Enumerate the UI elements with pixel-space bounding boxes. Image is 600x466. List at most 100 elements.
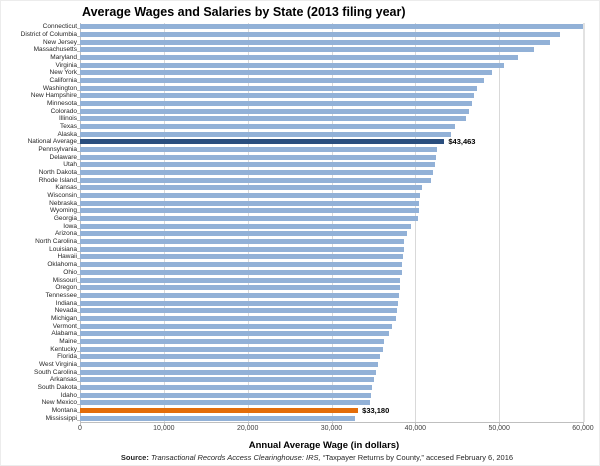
- category-tick: [77, 381, 80, 383]
- y-axis-line: [80, 23, 81, 422]
- bar-track: [80, 107, 583, 115]
- category-tick: [77, 342, 80, 344]
- bar-track: [80, 384, 583, 392]
- x-tick-label: 30,000: [320, 425, 343, 432]
- x-axis-title: Annual Average Wage (in dollars): [248, 440, 400, 451]
- bar: [80, 47, 535, 53]
- bar-track: [80, 153, 583, 161]
- bar-track: [80, 61, 583, 69]
- gridline: [499, 23, 501, 422]
- category-label: Massachusetts: [33, 46, 77, 54]
- category-tick: [77, 319, 80, 321]
- bar: [80, 32, 561, 37]
- x-tick-label: 50,000: [488, 425, 510, 432]
- bar: [80, 254, 404, 260]
- gridline: [583, 23, 585, 422]
- category-label: Michigan: [50, 314, 77, 322]
- bar-row: Nebraska: [1, 199, 583, 207]
- category-label: Vermont: [52, 322, 77, 330]
- bar-track: [80, 322, 583, 330]
- bar: [80, 216, 418, 222]
- bar-track: [80, 299, 583, 307]
- bar-track: [80, 176, 583, 184]
- category-label: Hawaii: [57, 253, 77, 261]
- bar-track: [80, 54, 583, 62]
- bar-row: Delaware: [1, 153, 583, 161]
- bar: [80, 262, 403, 268]
- category-tick: [77, 97, 80, 99]
- category-label: Utah: [63, 161, 77, 169]
- bar-track: [80, 92, 583, 100]
- bar-track: [80, 376, 583, 384]
- bar-row: District of Columbia: [1, 31, 583, 39]
- bar: [80, 147, 438, 153]
- bar: [80, 308, 397, 314]
- bar-row: Colorado: [1, 107, 583, 115]
- bar: [80, 223, 412, 229]
- category-label: Mississippi: [45, 414, 77, 422]
- bar-track: [80, 261, 583, 269]
- category-label: National Average: [27, 138, 77, 146]
- category-tick: [77, 51, 80, 53]
- bar-row: Texas: [1, 123, 583, 131]
- bar: [80, 400, 371, 406]
- bar-row: Idaho: [1, 391, 583, 399]
- category-tick: [77, 335, 80, 337]
- value-label: $43,463: [448, 137, 476, 147]
- category-label: Missouri: [52, 276, 77, 284]
- category-label: Tennessee: [45, 291, 77, 299]
- bar-row: Ohio: [1, 269, 583, 277]
- bar-row: New Hampshire: [1, 92, 583, 100]
- bar-track: [80, 146, 583, 154]
- bar-track: [80, 315, 583, 323]
- category-label: Kansas: [55, 184, 77, 192]
- bar: [80, 377, 375, 383]
- gridline: [415, 23, 417, 422]
- x-axis-ticks: 0 10,000 20,000 30,000 40,000 50,000 60,000: [78, 425, 594, 435]
- bar-row: South Carolina: [1, 368, 583, 376]
- category-label: Louisiana: [49, 245, 77, 253]
- bar: [80, 70, 493, 76]
- category-label: Minnesota: [47, 100, 77, 108]
- bar: [80, 139, 445, 145]
- category-tick: [77, 388, 80, 390]
- bar-track: [80, 100, 583, 108]
- bar-row: New Mexico: [1, 399, 583, 407]
- category-label: New Hampshire: [30, 92, 77, 100]
- bar-track: [80, 414, 583, 422]
- category-tick: [77, 396, 80, 398]
- bar-track: [80, 31, 583, 39]
- category-label: Maryland: [50, 54, 77, 62]
- bar: [80, 93, 474, 99]
- bar-row: Montana $33,180: [1, 406, 583, 415]
- bar-track: [80, 330, 583, 338]
- bar-track: $43,463: [80, 137, 583, 147]
- x-tick-mark: [163, 422, 165, 425]
- category-tick: [77, 296, 80, 298]
- category-tick: [77, 174, 80, 176]
- category-tick: [77, 358, 80, 360]
- category-tick: [77, 289, 80, 291]
- category-tick: [77, 419, 80, 421]
- bar: [80, 231, 407, 237]
- bar: [80, 162, 436, 168]
- bar-track: $33,180: [80, 406, 583, 415]
- bar-row: New York: [1, 69, 583, 77]
- bar-row: Oregon: [1, 284, 583, 292]
- bar: [80, 346, 383, 352]
- bar-track: [80, 238, 583, 246]
- bar-row: Illinois: [1, 115, 583, 123]
- category-label: New York: [49, 69, 77, 77]
- chart-title: Average Wages and Salaries by State (201…: [82, 5, 406, 19]
- bar-row: Maryland: [1, 54, 583, 62]
- bar-track: [80, 307, 583, 315]
- category-label: Georgia: [53, 215, 77, 223]
- bar-row: Arkansas: [1, 376, 583, 384]
- bar: [80, 384, 373, 390]
- bar: [80, 193, 420, 199]
- bar: [80, 108, 469, 114]
- bar: [80, 239, 405, 245]
- bar-row: South Dakota: [1, 384, 583, 392]
- bar: [80, 285, 400, 291]
- bar-row: Georgia: [1, 215, 583, 223]
